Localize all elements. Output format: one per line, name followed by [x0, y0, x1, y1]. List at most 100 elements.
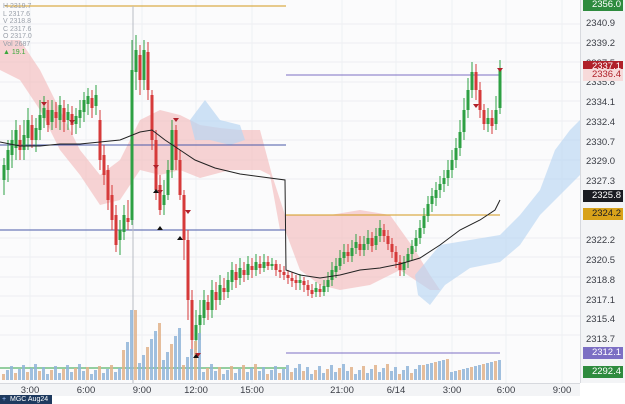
candle-body [22, 135, 26, 150]
price-label: 2327.3 [586, 176, 616, 187]
candle-body [434, 190, 438, 198]
candle-body [406, 254, 410, 262]
candle-body [118, 230, 122, 240]
volume-bar [50, 370, 53, 380]
time-axis[interactable] [0, 383, 580, 397]
price-tag: 2325.8 [583, 190, 623, 202]
volume-bar [450, 372, 453, 380]
volume-bar [346, 371, 349, 380]
price-label: 2329.0 [586, 156, 616, 168]
candle-body [342, 252, 346, 258]
volume-bar [366, 373, 369, 380]
symbol-tab[interactable]: + MGC Aug24 [0, 395, 53, 404]
volume-bar [86, 367, 89, 380]
volume-bar [422, 365, 425, 380]
volume-bar [218, 367, 221, 380]
price-label: 2313.7 [586, 334, 616, 345]
volume-bar [202, 372, 205, 380]
volume-bar [206, 368, 209, 380]
candle-body [290, 278, 294, 281]
volume-bar [178, 328, 181, 380]
sell-signal-icon [195, 353, 201, 357]
time-label: 9:00 [132, 385, 152, 396]
volume-bar [298, 364, 301, 380]
candle-body [50, 110, 54, 122]
candle-body [454, 148, 458, 160]
candle-body [278, 270, 282, 272]
volume-bar [402, 370, 405, 380]
time-label: 6:00 [496, 385, 516, 396]
price-tag: 2312.1 [583, 347, 623, 359]
ohlc-legend: H 2319.7 L 2317.6 V 2318.8 C 2317.6 O 23… [3, 3, 32, 56]
volume-bar [122, 350, 125, 380]
legend-line: Vol 2687 [3, 40, 31, 48]
candle-body [74, 116, 78, 124]
time-label: 12:00 [184, 385, 208, 396]
candle-body [46, 110, 50, 125]
chart-plot-area[interactable] [0, 0, 580, 383]
candle-body [82, 100, 86, 112]
volume-bar [414, 369, 417, 380]
candle-body [462, 110, 466, 132]
candle-body [26, 120, 30, 138]
candle-body [42, 108, 46, 118]
price-label: 2322.2 [586, 235, 616, 247]
add-symbol-icon[interactable]: + [2, 396, 7, 403]
candle-body [354, 242, 358, 248]
candle-body [126, 218, 130, 222]
volume-bar [442, 360, 445, 380]
price-tag: 2292.4 [583, 366, 623, 378]
volume-bar [370, 369, 373, 380]
volume-bar [286, 365, 289, 380]
candle-body [86, 96, 90, 104]
volume-bar [210, 364, 213, 380]
candle-body [230, 270, 234, 282]
candle-body [366, 238, 370, 244]
candle-body [206, 302, 210, 310]
candle-body [422, 216, 426, 228]
candle-body [442, 178, 446, 184]
candle-body [438, 184, 442, 190]
volume-bar [246, 372, 249, 380]
volume-bar [190, 349, 193, 380]
candle-body [402, 262, 406, 270]
candle-body [210, 290, 214, 310]
candle-body [182, 195, 186, 240]
candle-body [130, 70, 134, 220]
candle-body [274, 264, 278, 270]
candle-body [142, 50, 146, 80]
candle-body [190, 300, 194, 340]
price-label: 2315.4 [586, 314, 616, 326]
candle-body [478, 90, 482, 110]
candle-body [162, 195, 166, 205]
candle-body [302, 281, 306, 285]
volume-bar [398, 374, 401, 380]
volume-bar [490, 362, 493, 380]
candle-body [474, 72, 478, 90]
candle-body [90, 98, 94, 108]
price-chart-canvas[interactable] [0, 0, 580, 383]
candle-body [498, 70, 502, 108]
volume-bar [438, 361, 441, 380]
candle-body [146, 52, 150, 90]
candle-body [494, 110, 498, 124]
volume-bar [494, 361, 497, 380]
candle-body [30, 125, 34, 140]
volume-bar [378, 372, 381, 380]
candle-body [258, 264, 262, 268]
candle-body [386, 236, 390, 244]
volume-bar [382, 368, 385, 380]
time-label: 9:00 [552, 385, 572, 396]
legend-line: H 2319.7 [3, 3, 32, 10]
candle-body [150, 95, 154, 140]
volume-bar [214, 371, 217, 380]
candle-body [286, 275, 290, 278]
sell-signal-icon [153, 165, 159, 169]
candle-body [398, 262, 402, 270]
candle-body [450, 160, 454, 170]
candle-body [38, 115, 42, 130]
volume-bar [458, 370, 461, 380]
volume-bar [102, 373, 105, 380]
candle-body [110, 195, 114, 220]
